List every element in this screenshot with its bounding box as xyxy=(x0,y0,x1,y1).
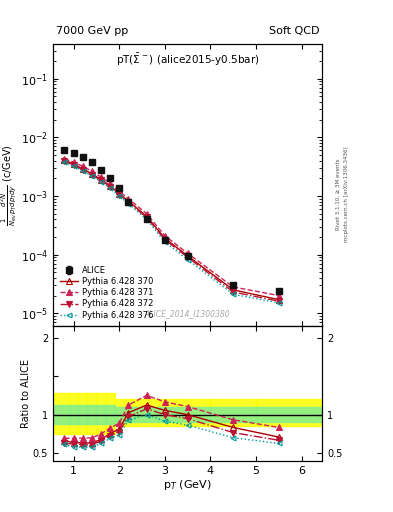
Pythia 6.428 370 xyxy=(71,161,76,167)
Pythia 6.428 372 xyxy=(71,162,76,168)
Pythia 6.428 370 xyxy=(231,287,236,293)
Pythia 6.428 370 xyxy=(144,213,149,219)
Pythia 6.428 371 xyxy=(144,210,149,217)
Pythia 6.428 376 xyxy=(90,173,94,179)
Pythia 6.428 370 xyxy=(117,190,121,197)
Pythia 6.428 370 xyxy=(185,253,190,259)
Text: pT($\bar{\Sigma}^-$) (alice2015-y0.5bar): pT($\bar{\Sigma}^-$) (alice2015-y0.5bar) xyxy=(116,52,259,68)
Line: Pythia 6.428 372: Pythia 6.428 372 xyxy=(62,159,282,304)
Text: mcplots.cern.ch [arXiv:1306.3436]: mcplots.cern.ch [arXiv:1306.3436] xyxy=(344,147,349,242)
Text: 7000 GeV pp: 7000 GeV pp xyxy=(56,27,128,36)
Pythia 6.428 376 xyxy=(126,201,131,207)
Pythia 6.428 376 xyxy=(62,159,67,165)
Pythia 6.428 372 xyxy=(90,172,94,178)
X-axis label: p$_T$ (GeV): p$_T$ (GeV) xyxy=(163,478,212,493)
Pythia 6.428 376 xyxy=(99,179,103,185)
Pythia 6.428 370 xyxy=(108,183,112,189)
Pythia 6.428 372 xyxy=(80,167,85,173)
Line: Pythia 6.428 371: Pythia 6.428 371 xyxy=(62,156,282,298)
Pythia 6.428 370 xyxy=(80,166,85,172)
Pythia 6.428 371 xyxy=(80,163,85,169)
Pythia 6.428 376 xyxy=(117,193,121,199)
Text: Rivet 3.1.10, ≥ 3M events: Rivet 3.1.10, ≥ 3M events xyxy=(336,159,341,230)
Pythia 6.428 371 xyxy=(99,174,103,180)
Pythia 6.428 376 xyxy=(185,257,190,263)
Y-axis label: $\frac{1}{N_{ev}}\frac{d^2N}{p_{T}dp_{T}dy}$ (c/GeV): $\frac{1}{N_{ev}}\frac{d^2N}{p_{T}dp_{T}… xyxy=(0,144,20,226)
Pythia 6.428 370 xyxy=(162,235,167,241)
Pythia 6.428 372 xyxy=(99,177,103,183)
Pythia 6.428 371 xyxy=(162,232,167,239)
Pythia 6.428 372 xyxy=(231,289,236,295)
Pythia 6.428 371 xyxy=(71,159,76,165)
Pythia 6.428 371 xyxy=(185,250,190,257)
Pythia 6.428 371 xyxy=(62,156,67,162)
Legend: ALICE, Pythia 6.428 370, Pythia 6.428 371, Pythia 6.428 372, Pythia 6.428 376: ALICE, Pythia 6.428 370, Pythia 6.428 37… xyxy=(57,264,156,322)
Pythia 6.428 371 xyxy=(117,188,121,195)
Pythia 6.428 371 xyxy=(90,168,94,174)
Pythia 6.428 372 xyxy=(117,191,121,198)
Pythia 6.428 372 xyxy=(126,199,131,205)
Pythia 6.428 376 xyxy=(80,168,85,174)
Pythia 6.428 370 xyxy=(90,170,94,177)
Pythia 6.428 372 xyxy=(108,183,112,189)
Text: ALICE_2014_I1300380: ALICE_2014_I1300380 xyxy=(145,309,230,318)
Pythia 6.428 376 xyxy=(162,239,167,245)
Pythia 6.428 371 xyxy=(277,292,281,298)
Pythia 6.428 372 xyxy=(62,158,67,164)
Pythia 6.428 376 xyxy=(144,216,149,222)
Line: Pythia 6.428 376: Pythia 6.428 376 xyxy=(62,160,281,305)
Pythia 6.428 370 xyxy=(99,177,103,183)
Pythia 6.428 376 xyxy=(277,300,281,306)
Pythia 6.428 371 xyxy=(108,180,112,186)
Pythia 6.428 371 xyxy=(126,196,131,202)
Pythia 6.428 372 xyxy=(144,215,149,221)
Pythia 6.428 370 xyxy=(62,157,67,163)
Pythia 6.428 370 xyxy=(277,296,281,303)
Pythia 6.428 376 xyxy=(108,185,112,191)
Pythia 6.428 372 xyxy=(162,237,167,243)
Pythia 6.428 372 xyxy=(277,298,281,304)
Pythia 6.428 372 xyxy=(185,254,190,260)
Pythia 6.428 376 xyxy=(231,291,236,297)
Pythia 6.428 371 xyxy=(231,284,236,290)
Text: Soft QCD: Soft QCD xyxy=(269,27,320,36)
Pythia 6.428 376 xyxy=(71,163,76,169)
Y-axis label: Ratio to ALICE: Ratio to ALICE xyxy=(22,359,31,428)
Pythia 6.428 370 xyxy=(126,198,131,204)
Line: Pythia 6.428 370: Pythia 6.428 370 xyxy=(62,157,282,303)
